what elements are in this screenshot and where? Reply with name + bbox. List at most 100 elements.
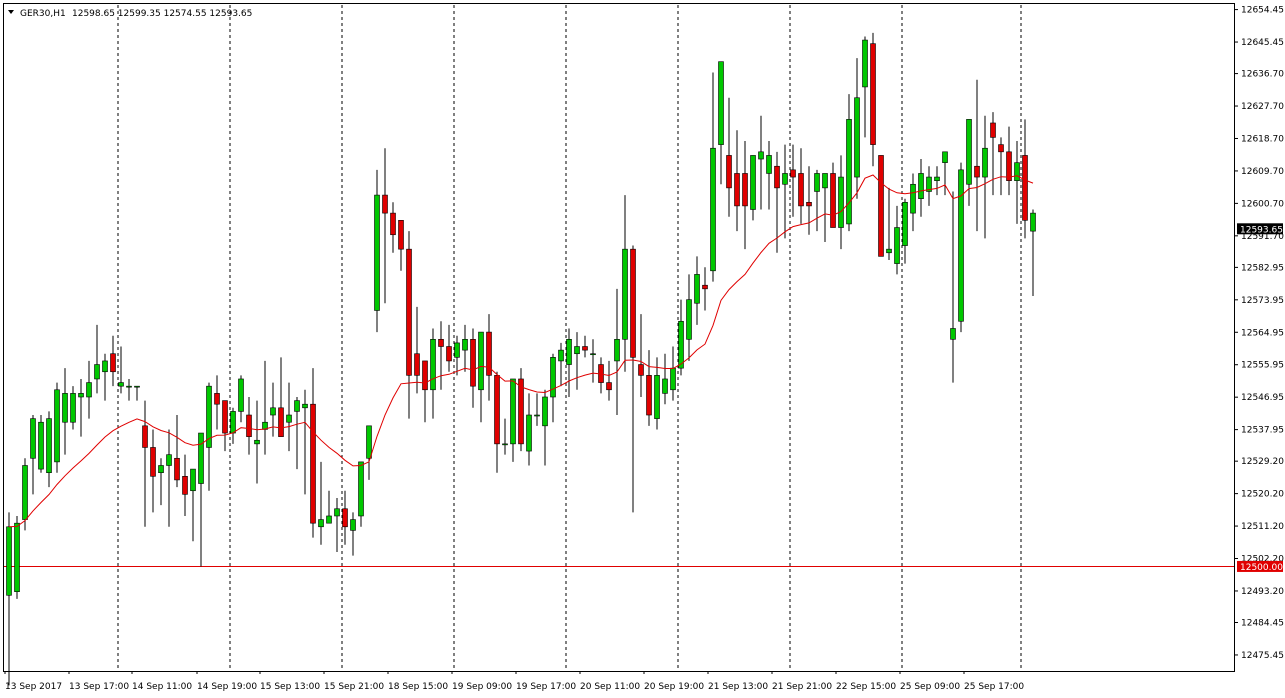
y-tick-label: 12582.95 [1241, 263, 1284, 273]
candle-body-bear [774, 165, 780, 189]
candle-body-bull [294, 400, 300, 412]
price-axis[interactable]: 12654.45 12645.45 12636.70 12627.70 12618.70… [1234, 6, 1284, 661]
x-tick-label: 14 Sep 19:00 [197, 682, 257, 692]
candle-body-bear [518, 378, 524, 445]
candle-body-bull [70, 393, 76, 423]
candle [302, 389, 308, 495]
candle [470, 328, 476, 408]
candle [238, 375, 244, 423]
candle [742, 141, 748, 250]
candle-body-bear [630, 248, 636, 358]
symbol-label: GER30,H1 [20, 9, 66, 19]
x-tick-label: 13 Sep 2017 [5, 682, 62, 692]
candle [790, 144, 796, 217]
candle [630, 245, 636, 513]
candle-body-bull [558, 349, 564, 362]
candle-body-bull [510, 378, 516, 445]
candle-body-bear [494, 375, 500, 445]
candle [206, 382, 212, 491]
candle [534, 393, 540, 426]
y-tick-label: 12555.95 [1241, 361, 1284, 371]
candle [606, 360, 612, 401]
ohlc-label: 12598.65 12599.35 12574.55 12593.65 [72, 9, 252, 19]
candle [430, 328, 436, 419]
y-tick-label: 12636.70 [1241, 70, 1284, 80]
time-axis[interactable]: 13 Sep 2017 13 Sep 17:00 14 Sep 11:00 14 Se… [4, 671, 1024, 692]
candle [774, 151, 780, 253]
y-tick-label: 12591.70 [1241, 232, 1284, 242]
candle [590, 339, 596, 383]
candle [918, 159, 924, 217]
candle-body-bull [14, 522, 20, 592]
candle [166, 429, 172, 527]
candle-body-bear [830, 173, 836, 228]
candle-body-bull [854, 97, 860, 178]
candle-body-bull [654, 375, 660, 419]
y-tick-label: 12609.70 [1241, 167, 1284, 177]
candle [718, 61, 724, 185]
candle-body-bear [582, 346, 588, 351]
candle-body-bull [166, 454, 172, 466]
x-tick-label: 14 Sep 11:00 [132, 682, 192, 692]
candle [46, 411, 52, 488]
candle [982, 115, 988, 239]
candle [278, 357, 284, 437]
candle [526, 393, 532, 466]
candle-body-bull [782, 173, 788, 185]
y-tick-label: 12484.45 [1241, 619, 1284, 629]
candle [838, 155, 844, 250]
candle-body-bear [382, 194, 388, 214]
candle-body-bull [590, 353, 596, 356]
candle-body-bull [62, 393, 68, 423]
y-tick-label: 12645.45 [1241, 38, 1284, 48]
candle [62, 368, 68, 455]
candle-body-bull [374, 194, 380, 311]
candle-body-bull [750, 155, 756, 210]
candle-body-bull [6, 526, 12, 596]
candle [614, 288, 620, 416]
candle [126, 378, 132, 401]
candle [310, 368, 316, 538]
candle [654, 357, 660, 430]
candle [190, 468, 196, 542]
candle [910, 173, 916, 232]
y-tick-label: 12475.45 [1241, 651, 1284, 661]
candle-body-bull [462, 339, 468, 351]
candle-body-bull [694, 274, 700, 304]
candle-body-bull [678, 320, 684, 369]
candle [454, 335, 460, 376]
x-tick-label: 20 Sep 11:00 [580, 682, 640, 692]
candle [214, 375, 220, 430]
candle-body-bull [366, 425, 372, 459]
candle-body-bull [46, 418, 52, 474]
x-tick-label: 19 Sep 17:00 [516, 682, 576, 692]
candle-body-bear [390, 212, 396, 236]
candle-body-bull [158, 465, 164, 474]
price-badges: 12593.65 12500.00 [1237, 223, 1283, 573]
candle [86, 360, 92, 419]
candle [734, 130, 740, 232]
candle [958, 162, 964, 333]
y-tick-label: 12511.20 [1241, 522, 1284, 532]
candle-body-bull [542, 396, 548, 427]
candle-body-bull [814, 173, 820, 192]
candle [710, 72, 716, 282]
candle-body-bear [878, 155, 884, 257]
candle-body-bear [798, 173, 804, 207]
candle [798, 148, 804, 224]
triangle-down-icon[interactable] [8, 10, 14, 14]
candle-body-bear [150, 447, 156, 477]
candle [582, 335, 588, 358]
candle-body-bull [686, 299, 692, 340]
candle-body-bear [990, 122, 996, 138]
y-tick-label: 12627.70 [1241, 102, 1284, 112]
candle-body-bull [94, 364, 100, 380]
candle [174, 415, 180, 488]
candle-body-bear [310, 403, 316, 524]
candle-body-bull [22, 465, 28, 520]
candle-body-bull [662, 378, 668, 394]
candle-body-bear [870, 43, 876, 145]
candle-body-bull [326, 515, 332, 524]
